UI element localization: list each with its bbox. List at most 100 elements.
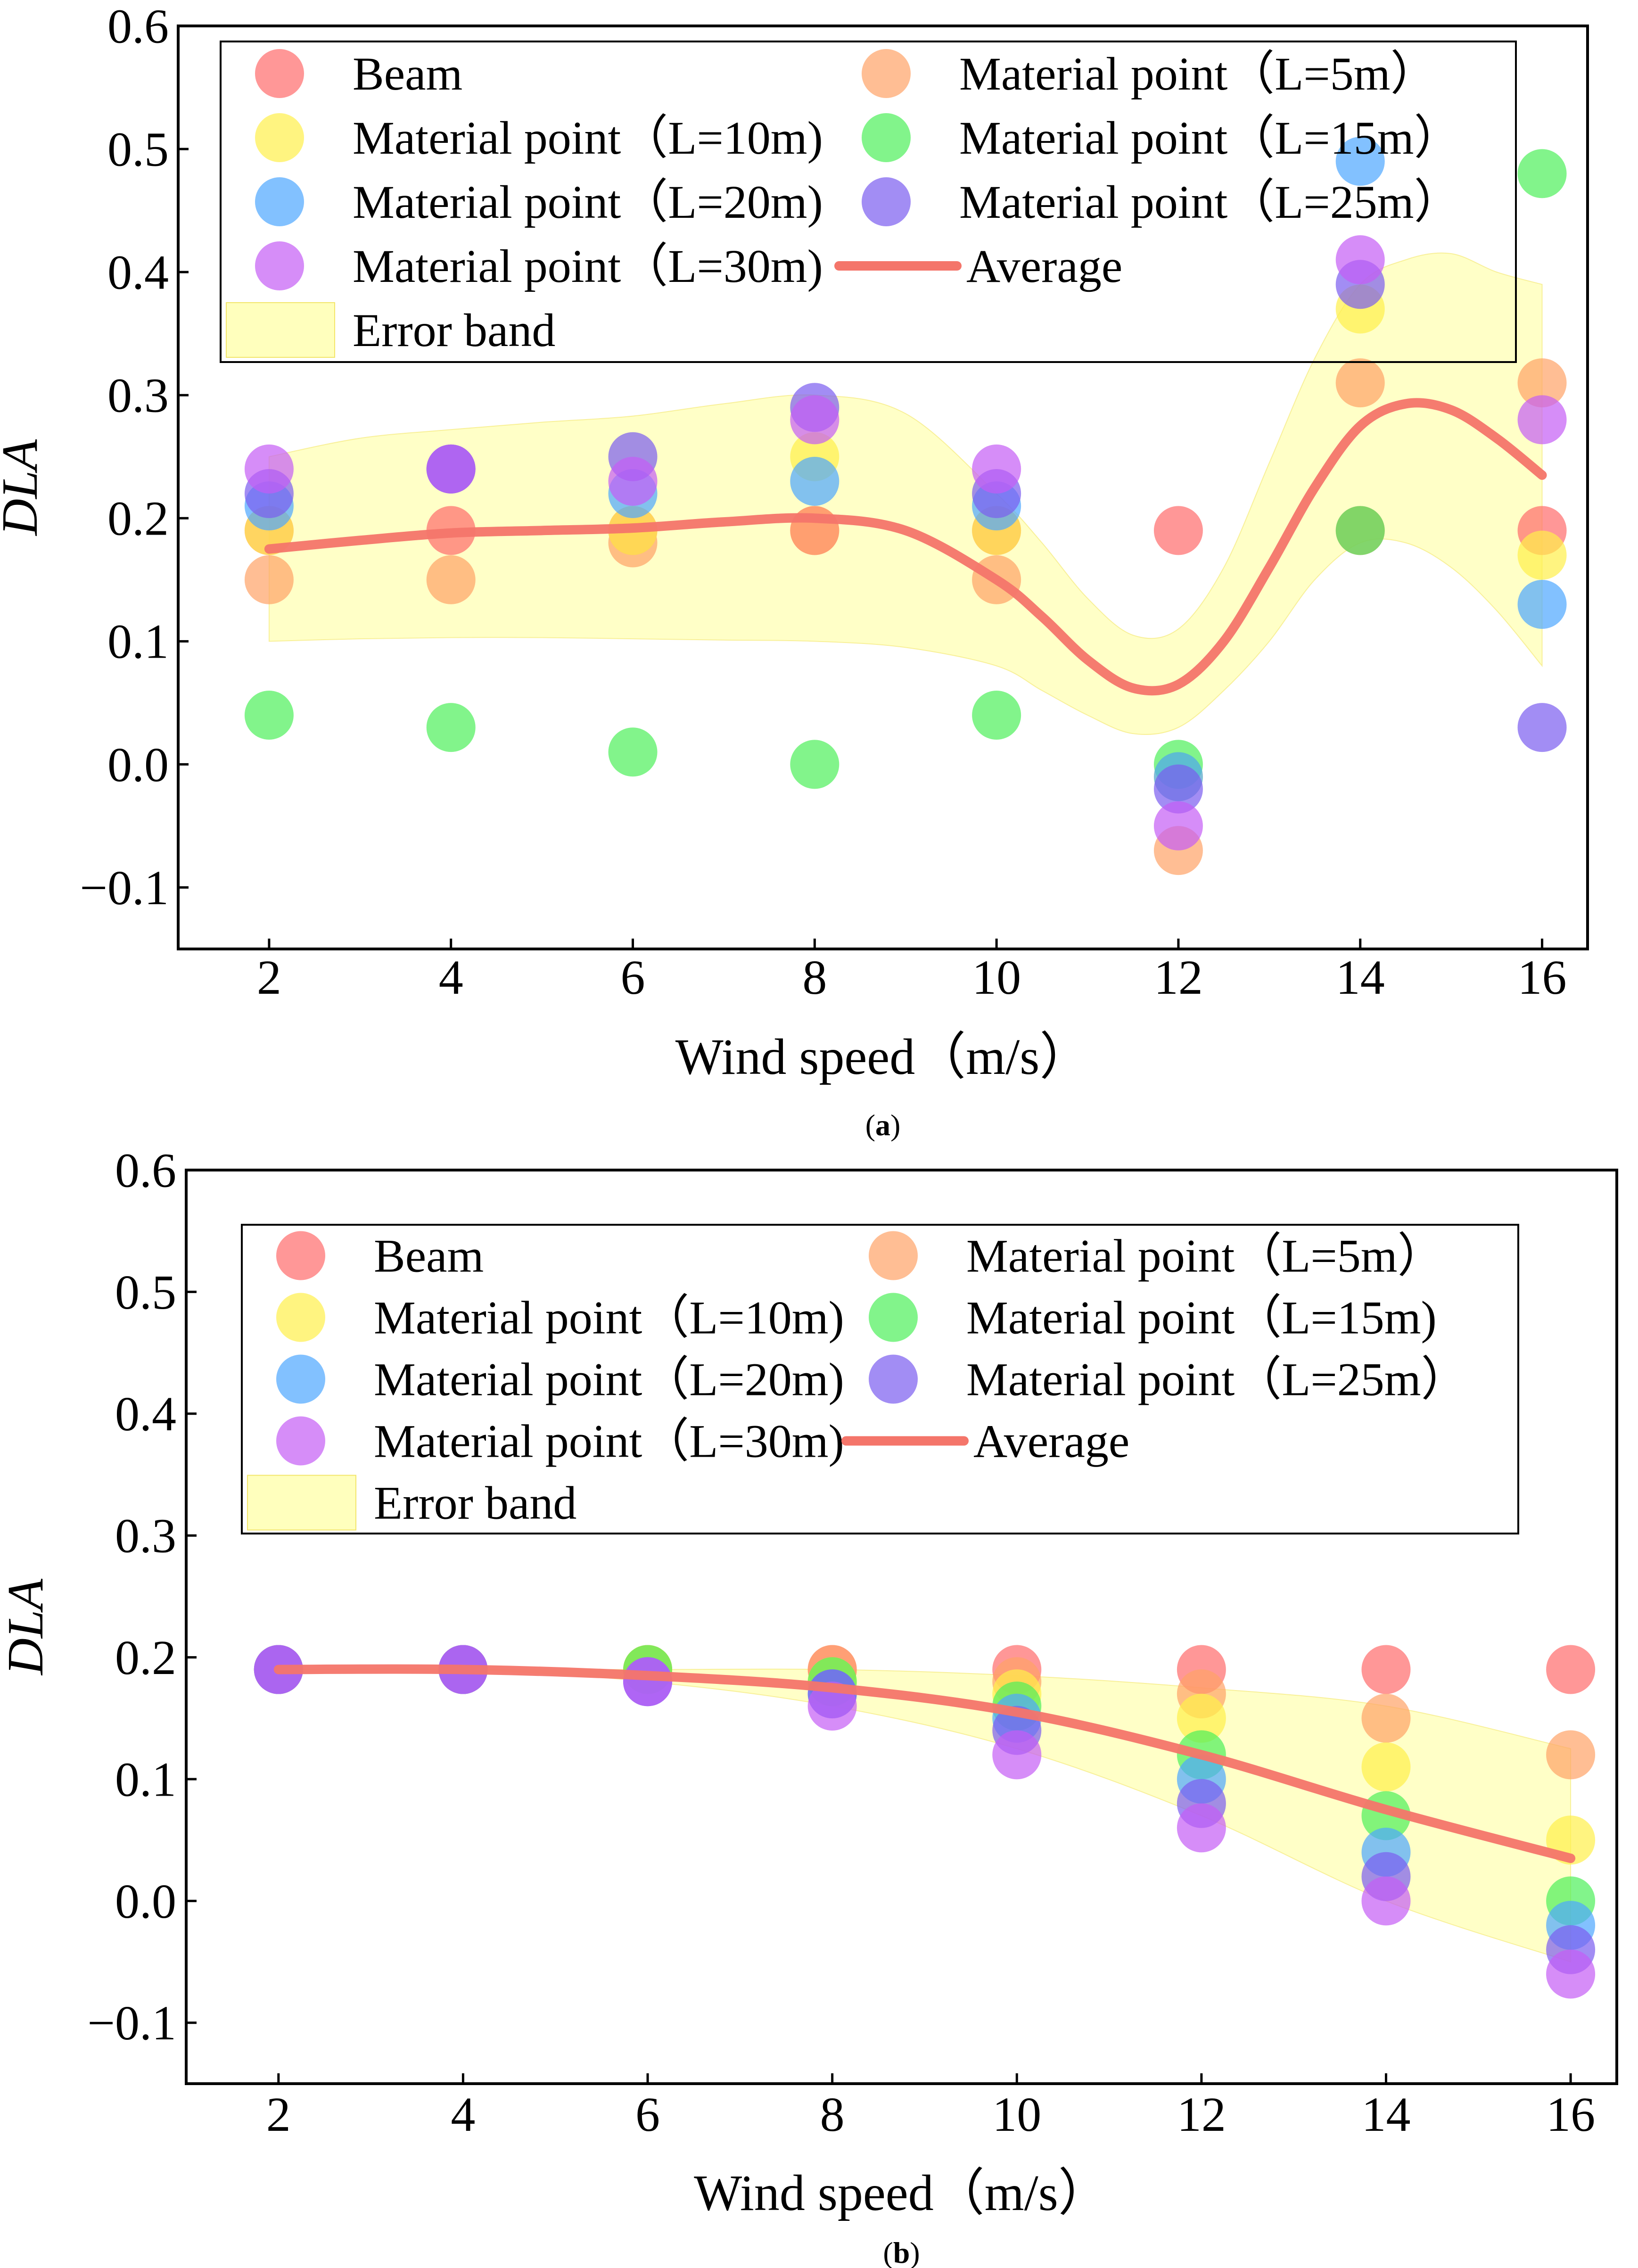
plot-frame xyxy=(177,25,1589,950)
panel-label: (a) xyxy=(865,1108,901,1142)
point-material-point-l-30m-16 xyxy=(1546,1949,1596,1999)
point-material-point-l-30m-8 xyxy=(790,395,840,445)
point-material-point-l-5m-4 xyxy=(426,555,476,604)
y-tick-label: 0.0 xyxy=(107,738,169,792)
legend-marker xyxy=(276,1354,325,1404)
legend-label: Material point（L=5m） xyxy=(959,48,1438,100)
legend-label: Average xyxy=(966,240,1122,292)
legend-marker xyxy=(276,1416,325,1466)
y-tick-label: 0.4 xyxy=(107,245,169,299)
y-tick-label: −0.1 xyxy=(87,1996,176,2050)
point-beam-12 xyxy=(1153,506,1203,555)
x-tick-label: 16 xyxy=(1518,950,1567,1005)
legend-label: Beam xyxy=(374,1230,484,1282)
panel-label-close: ) xyxy=(910,2236,920,2268)
x-tick-label: 12 xyxy=(1154,950,1203,1005)
legend-label: Material point（L=10m) xyxy=(353,112,823,164)
y-axis-label: DLA xyxy=(0,1578,54,1676)
x-tick-label: 14 xyxy=(1336,950,1385,1005)
legend-marker xyxy=(862,177,911,226)
panel-label-letter: b xyxy=(893,2236,910,2268)
x-tick-label: 2 xyxy=(257,950,281,1005)
y-tick-label: 0.6 xyxy=(107,0,169,53)
point-material-point-l-30m-6 xyxy=(623,1657,673,1707)
legend-marker xyxy=(862,113,911,162)
y-tick-label: 0.5 xyxy=(107,122,169,176)
legend: Beam Material point（L=5m） Material point（L… xyxy=(220,41,1517,363)
point-material-point-l-5m-2 xyxy=(244,555,294,604)
point-material-point-l-25m-16 xyxy=(1517,703,1567,752)
point-material-point-l-30m-12 xyxy=(1177,1803,1226,1853)
point-material-point-l-20m-8 xyxy=(790,456,840,506)
legend-label: Beam xyxy=(353,48,462,100)
legend-label: Material point（L=15m） xyxy=(959,112,1461,164)
y-tick-label: 0.3 xyxy=(115,1509,176,1563)
average-line xyxy=(264,398,1547,696)
panel-label: (b) xyxy=(883,2236,920,2268)
point-material-point-l-30m-4 xyxy=(426,444,476,494)
x-tick-label: 12 xyxy=(1177,2087,1226,2142)
legend-label: Material point（L=10m) xyxy=(374,1292,844,1344)
x-tick-label: 2 xyxy=(266,2087,291,2142)
point-beam-14 xyxy=(1361,1645,1411,1694)
point-material-point-l-30m-16 xyxy=(1517,395,1567,445)
y-tick-label: 0.4 xyxy=(115,1387,176,1441)
point-material-point-l-10m-12 xyxy=(1177,1693,1226,1743)
point-material-point-l-30m-10 xyxy=(992,1730,1042,1780)
point-beam-16 xyxy=(1546,1645,1596,1694)
point-material-point-l-20m-16 xyxy=(1517,580,1567,629)
legend-label: Material point（L=30m) xyxy=(353,240,823,292)
chart-panel-a: −0.1 0.0 0.1 0.2 0.3 0.4 0.5 0.6 2 4 6 8 10 12 14 16 Win… xyxy=(0,0,1589,1142)
point-material-point-l-15m-6 xyxy=(608,727,658,777)
y-tick-label: 0.1 xyxy=(115,1752,176,1806)
panel-label-close: ) xyxy=(890,1108,900,1142)
point-material-point-l-15m-16 xyxy=(1517,149,1567,198)
plot-frame xyxy=(185,1169,1618,2085)
x-tick-label: 10 xyxy=(972,950,1021,1005)
legend-band-marker xyxy=(226,302,335,358)
chart-panel-b: −0.1 0.0 0.1 0.2 0.3 0.4 0.5 0.6 2 4 6 8 10 12 14 16 Win… xyxy=(0,1143,1618,2268)
point-material-point-l-30m-14 xyxy=(1361,1876,1411,1926)
y-tick-label: 0.2 xyxy=(115,1631,176,1685)
x-tick-label: 8 xyxy=(820,2087,845,2142)
legend-label: Material point（L=25m） xyxy=(966,1353,1468,1406)
legend-label: Material point（L=5m） xyxy=(966,1230,1445,1282)
legend-marker xyxy=(255,241,304,290)
legend-label: Material point（L=20m) xyxy=(353,176,823,228)
point-material-point-l-5m-16 xyxy=(1517,358,1567,408)
legend-label: Average xyxy=(973,1415,1129,1468)
legend-label: Material point（L=25m） xyxy=(959,176,1461,228)
x-tick-label: 6 xyxy=(635,2087,660,2142)
legend-label: Material point（L=30m) xyxy=(374,1415,844,1468)
point-material-point-l-5m-16 xyxy=(1546,1730,1596,1780)
legend: Beam Material point（L=5m） Material point（L… xyxy=(241,1224,1519,1534)
point-material-point-l-15m-8 xyxy=(790,740,840,789)
average-line xyxy=(273,1664,1576,1863)
plot-area xyxy=(254,1645,1596,1999)
point-material-point-l-25m-12 xyxy=(1153,764,1203,814)
point-material-point-l-5m-14 xyxy=(1335,358,1385,408)
x-tick-label: 8 xyxy=(802,950,827,1005)
point-material-point-l-15m-14 xyxy=(1335,506,1385,555)
legend-marker xyxy=(276,1293,325,1342)
panel-label-letter: a xyxy=(875,1108,890,1142)
legend-band-marker xyxy=(247,1475,356,1531)
legend-marker xyxy=(869,1231,918,1280)
legend-marker xyxy=(869,1293,918,1342)
x-tick-label: 16 xyxy=(1546,2087,1595,2142)
legend-marker xyxy=(862,49,911,98)
y-tick-label: 0.6 xyxy=(115,1143,176,1197)
y-tick-label: 0.3 xyxy=(107,369,169,423)
legend-marker xyxy=(869,1354,918,1404)
legend-label: Error band xyxy=(353,304,555,356)
panel-label-open: ( xyxy=(883,2236,893,2268)
legend-marker xyxy=(255,49,304,98)
point-material-point-l-15m-2 xyxy=(244,690,294,740)
legend-frame xyxy=(241,1224,1519,1534)
y-tick-label: 0.0 xyxy=(115,1874,176,1929)
x-tick-label: 10 xyxy=(992,2087,1041,2142)
point-material-point-l-15m-4 xyxy=(426,703,476,752)
legend-marker xyxy=(276,1231,325,1280)
point-material-point-l-30m-14 xyxy=(1335,235,1385,285)
